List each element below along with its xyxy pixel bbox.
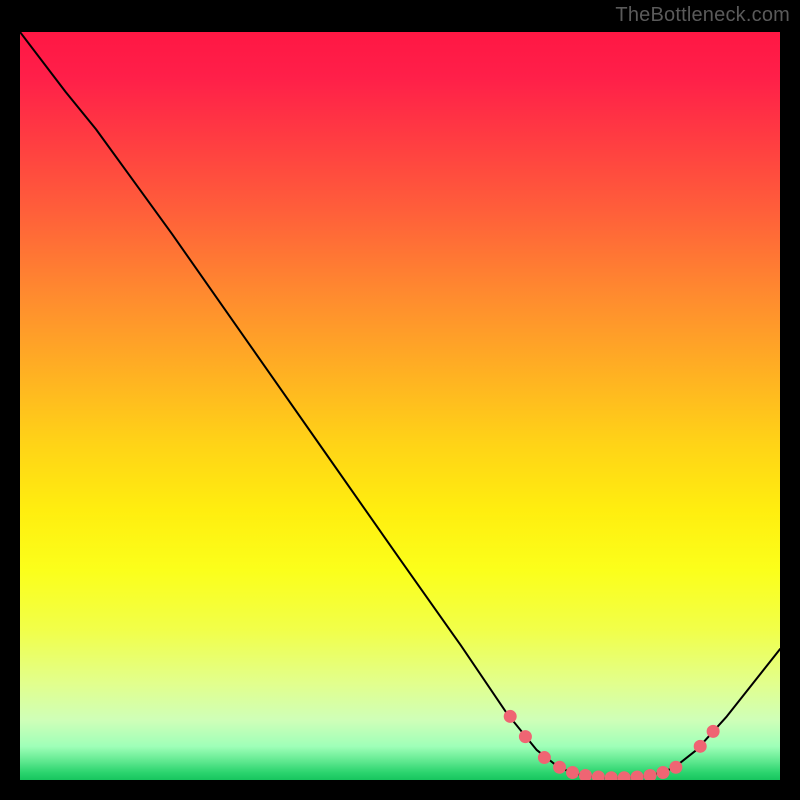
marker-point bbox=[519, 731, 531, 743]
marker-point bbox=[567, 767, 579, 779]
marker-point bbox=[631, 771, 643, 780]
marker-point bbox=[707, 725, 719, 737]
marker-point bbox=[657, 767, 669, 779]
marker-point bbox=[618, 772, 630, 780]
marker-point bbox=[694, 740, 706, 752]
marker-point bbox=[605, 772, 617, 780]
gradient-background bbox=[20, 32, 780, 780]
marker-point bbox=[579, 770, 591, 780]
marker-point bbox=[592, 771, 604, 780]
marker-point bbox=[554, 761, 566, 773]
marker-point bbox=[538, 752, 550, 764]
bottleneck-chart bbox=[20, 32, 780, 780]
marker-point bbox=[670, 761, 682, 773]
plot-area bbox=[20, 32, 780, 780]
marker-point bbox=[504, 710, 516, 722]
chart-container: TheBottleneck.com bbox=[0, 0, 800, 800]
marker-point bbox=[644, 770, 656, 780]
watermark-text: TheBottleneck.com bbox=[615, 4, 790, 27]
